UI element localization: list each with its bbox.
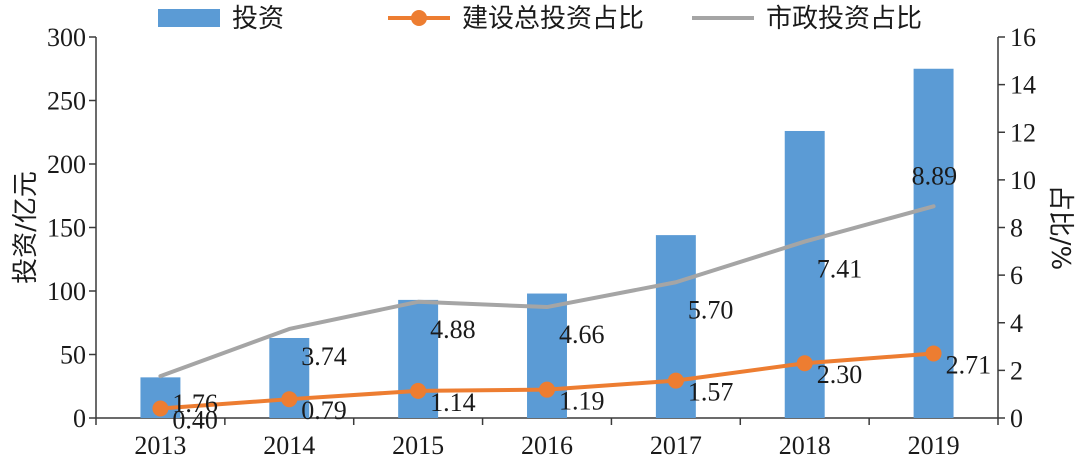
- axes: 0 50 100 150 200 250 300 0 2 4 6 8 10 12 14 16 2013 2014 2…: [11, 23, 1075, 460]
- municipal-share-line: [158, 204, 936, 379]
- legend: 投资 建设总投资占比 市政投资占比: [158, 4, 922, 34]
- x-tick-label: 2014: [263, 431, 315, 460]
- construction-share-label-2013: 0.40: [172, 405, 218, 434]
- construction-share-point-2013: [152, 400, 169, 417]
- right-tick-label: 0: [1010, 404, 1023, 433]
- construction-share-label-2018: 2.30: [817, 360, 863, 389]
- construction-share-point-2015: [410, 382, 427, 399]
- x-tick-label: 2015: [392, 431, 444, 460]
- x-tick-label: 2018: [779, 431, 831, 460]
- left-tick-label: 100: [47, 277, 86, 306]
- construction-share-label-2019: 2.71: [946, 350, 992, 379]
- legend-swatch-investment: [158, 9, 220, 27]
- construction-share-point-2016: [539, 381, 555, 398]
- municipal-share-label-2017: 5.70: [688, 295, 734, 324]
- construction-share-point-2018: [796, 355, 813, 372]
- construction-share-point-2014: [281, 391, 298, 408]
- right-tick-label: 12: [1010, 118, 1036, 147]
- construction-share-label-2017: 1.57: [688, 378, 734, 407]
- construction-share-point-2017: [667, 372, 684, 389]
- left-tick-label: 250: [47, 87, 86, 116]
- municipal-share-label-2016: 4.66: [559, 320, 605, 349]
- municipal-share-label-2019: 8.89: [912, 161, 958, 190]
- construction-share-label-2016: 1.19: [559, 387, 605, 416]
- municipal-share-label-2015: 4.88: [430, 315, 476, 344]
- right-axis-title: 占比/%: [1045, 185, 1075, 270]
- legend-label-municipal-share: 市政投资占比: [766, 4, 922, 34]
- legend-label-construction-share: 建设总投资占比: [462, 4, 644, 34]
- construction-share-point-2019: [925, 345, 942, 362]
- x-tick-label: 2013: [134, 431, 186, 460]
- right-tick-label: 10: [1010, 166, 1036, 195]
- right-tick-label: 14: [1010, 71, 1036, 100]
- municipal-share-label-2018: 7.41: [817, 255, 863, 284]
- right-tick-label: 16: [1010, 23, 1036, 52]
- left-tick-label: 50: [60, 341, 86, 370]
- data-labels: 0.40 0.79 1.14 1.19 1.57 2.30 2.71 1.76 3.74 4.88…: [172, 161, 991, 434]
- municipal-share-label-2014: 3.74: [301, 342, 347, 371]
- right-tick-label: 8: [1010, 214, 1023, 243]
- x-tick-label: 2017: [650, 431, 702, 460]
- left-tick-label: 200: [47, 150, 86, 179]
- legend-label-investment: 投资: [232, 4, 284, 34]
- left-tick-label: 0: [73, 404, 86, 433]
- legend-marker-construction-share: [411, 10, 427, 26]
- construction-share-label-2015: 1.14: [430, 388, 476, 417]
- left-tick-label: 150: [47, 214, 86, 243]
- municipal-share-label-2013: 1.76: [172, 389, 218, 418]
- x-tick-label: 2016: [521, 431, 573, 460]
- x-tick-label: 2019: [908, 431, 960, 460]
- line-series: [152, 204, 942, 417]
- right-tick-label: 6: [1010, 261, 1023, 290]
- right-tick-label: 2: [1010, 356, 1023, 385]
- left-tick-label: 300: [47, 23, 86, 52]
- construction-share-label-2014: 0.79: [301, 396, 347, 425]
- right-tick-label: 4: [1010, 309, 1023, 338]
- left-axis-title: 投资/亿元: [11, 171, 41, 284]
